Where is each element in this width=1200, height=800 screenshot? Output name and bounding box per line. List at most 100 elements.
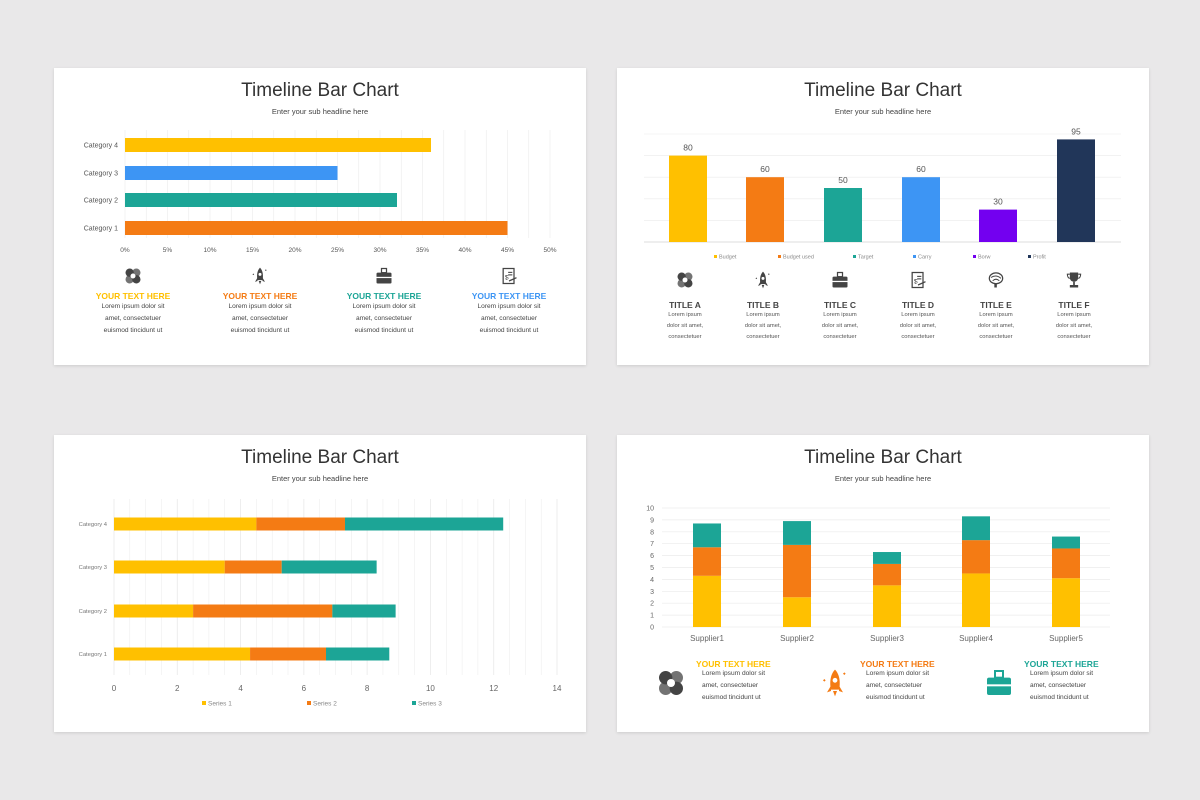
bar xyxy=(125,221,508,235)
bar xyxy=(746,177,784,242)
category-label: Category 2 xyxy=(79,609,107,615)
legend-swatch xyxy=(714,255,717,258)
item-heading: YOUR TEXT HERE xyxy=(1024,659,1099,669)
x-tick-label: 10% xyxy=(203,247,216,254)
bar-segment xyxy=(114,647,251,661)
bar xyxy=(125,138,431,152)
feature-item: TITLE F Lorem ipsum dolor sit amet, consect… xyxy=(1034,270,1114,343)
bar-segment xyxy=(326,647,390,661)
y-tick-label: 2 xyxy=(650,601,654,608)
bar-segment xyxy=(332,604,396,618)
x-tick-label: 45% xyxy=(501,247,514,254)
data-label: 30 xyxy=(993,197,1003,207)
hands-teamwork-icon xyxy=(125,268,141,284)
bar-segment xyxy=(250,647,327,661)
briefcase-icon xyxy=(987,670,1011,695)
chart-2: 80 Budget 60 Budget used 50 Target 60 Carry 30 Bo… xyxy=(644,126,1121,261)
x-tick-label: 4 xyxy=(238,684,243,693)
category-label: Category 1 xyxy=(84,226,118,233)
item-heading: YOUR TEXT HERE xyxy=(95,291,171,301)
item-text: consectetuer xyxy=(823,334,857,340)
item-text-block: Lorem ipsum dolor sit amet, consectetuer e… xyxy=(866,668,929,704)
category-label: Category 1 xyxy=(79,652,107,658)
item-text: consectetuer xyxy=(901,334,935,340)
legend-swatch xyxy=(1028,255,1031,258)
category-label: Supplier5 xyxy=(1049,634,1083,643)
item-text: Lorem ipsum xyxy=(1057,312,1091,318)
briefcase-icon xyxy=(376,267,392,284)
item-text: Lorem ipsum xyxy=(901,312,935,318)
bar-segment xyxy=(693,523,721,548)
legend-swatch xyxy=(202,701,206,705)
item-text: dolor sit amet, xyxy=(666,323,704,329)
x-tick-label: 15% xyxy=(246,247,259,254)
legend-label: Budget used xyxy=(783,255,814,261)
bar-segment xyxy=(962,516,990,541)
item-text: euismod tincidunt ut xyxy=(866,694,925,701)
y-tick-label: 8 xyxy=(650,529,654,536)
item-text: euismod tincidunt ut xyxy=(702,694,761,701)
item-text: Lorem ipsum xyxy=(746,312,780,318)
legend-label: Profit xyxy=(1033,255,1046,261)
category-label: Category 4 xyxy=(84,143,118,150)
hands-teamwork-icon xyxy=(659,671,683,695)
feature-item: YOUR TEXT HERE Lorem ipsum dolor sit amet,… xyxy=(324,266,444,337)
item-text: amet, consectetuer xyxy=(480,315,538,322)
item-heading: YOUR TEXT HERE xyxy=(860,659,935,669)
item-text: consectetuer xyxy=(979,334,1013,340)
feature-item: TITLE A Lorem ipsum dolor sit amet, consect… xyxy=(645,270,725,343)
bar-segment xyxy=(114,517,257,531)
slide-stacked-column: Timeline Bar Chart Enter your sub headli… xyxy=(617,435,1149,732)
bar-segment xyxy=(1052,548,1080,579)
item-text: amet, consectetuer xyxy=(104,315,162,322)
item-heading: TITLE F xyxy=(1058,300,1090,310)
item-text: euismod tincidunt ut xyxy=(103,327,163,334)
category-label: Category 4 xyxy=(79,522,108,528)
item-text: amet, consectetuer xyxy=(702,682,759,689)
item-heading: YOUR TEXT HERE xyxy=(471,291,547,301)
slide-title: Timeline Bar Chart xyxy=(241,80,399,101)
item-text: Lorem ipsum dolor sit xyxy=(101,303,165,310)
bar xyxy=(902,177,940,242)
item-text: euismod tincidunt ut xyxy=(1030,694,1089,701)
item-text: Lorem ipsum xyxy=(823,312,857,318)
item-text: amet, consectetuer xyxy=(1030,682,1087,689)
svg-text:$: $ xyxy=(505,274,509,281)
bar-segment xyxy=(873,585,901,627)
item-heading: TITLE A xyxy=(669,300,701,310)
item-heading: TITLE C xyxy=(823,300,857,310)
chart-1: Category 1 Category 2 Category 3 Category 4… xyxy=(84,130,557,254)
data-label: 60 xyxy=(760,164,770,174)
y-tick-label: 3 xyxy=(650,589,654,596)
y-tick-label: 10 xyxy=(646,506,654,513)
category-label: Category 2 xyxy=(84,198,118,205)
item-text: Lorem ipsum dolor sit xyxy=(1030,670,1094,677)
x-tick-label: 50% xyxy=(543,247,556,254)
category-label: Category 3 xyxy=(79,565,107,571)
invoice-icon: $ xyxy=(502,267,517,285)
legend-label: Borw xyxy=(978,255,991,261)
slide-subtitle: Enter your sub headline here xyxy=(271,474,369,483)
x-tick-label: 12 xyxy=(489,684,498,693)
bar-segment xyxy=(1052,578,1080,627)
bar xyxy=(824,188,862,242)
legend-swatch xyxy=(853,255,856,258)
briefcase-icon xyxy=(832,271,848,288)
chart-3: Category 1 Category 2 Category 3 Category 4… xyxy=(79,499,562,708)
bar-segment xyxy=(281,560,377,574)
item-text: dolor sit amet, xyxy=(821,323,859,329)
bar xyxy=(979,209,1017,242)
item-text: dolor sit amet, xyxy=(1055,323,1093,329)
y-tick-label: 1 xyxy=(650,613,654,620)
item-heading: YOUR TEXT HERE xyxy=(696,659,771,669)
item-text: euismod tincidunt ut xyxy=(354,327,414,334)
item-text: Lorem ipsum dolor sit xyxy=(352,303,416,310)
bar-segment xyxy=(693,547,721,576)
bar-segment xyxy=(873,552,901,564)
bar-segment xyxy=(783,597,811,627)
x-tick-label: 0 xyxy=(112,684,117,693)
bar xyxy=(125,166,338,180)
item-text: amet, consectetuer xyxy=(355,315,413,322)
item-text: amet, consectetuer xyxy=(231,315,289,322)
item-text: dolor sit amet, xyxy=(899,323,937,329)
